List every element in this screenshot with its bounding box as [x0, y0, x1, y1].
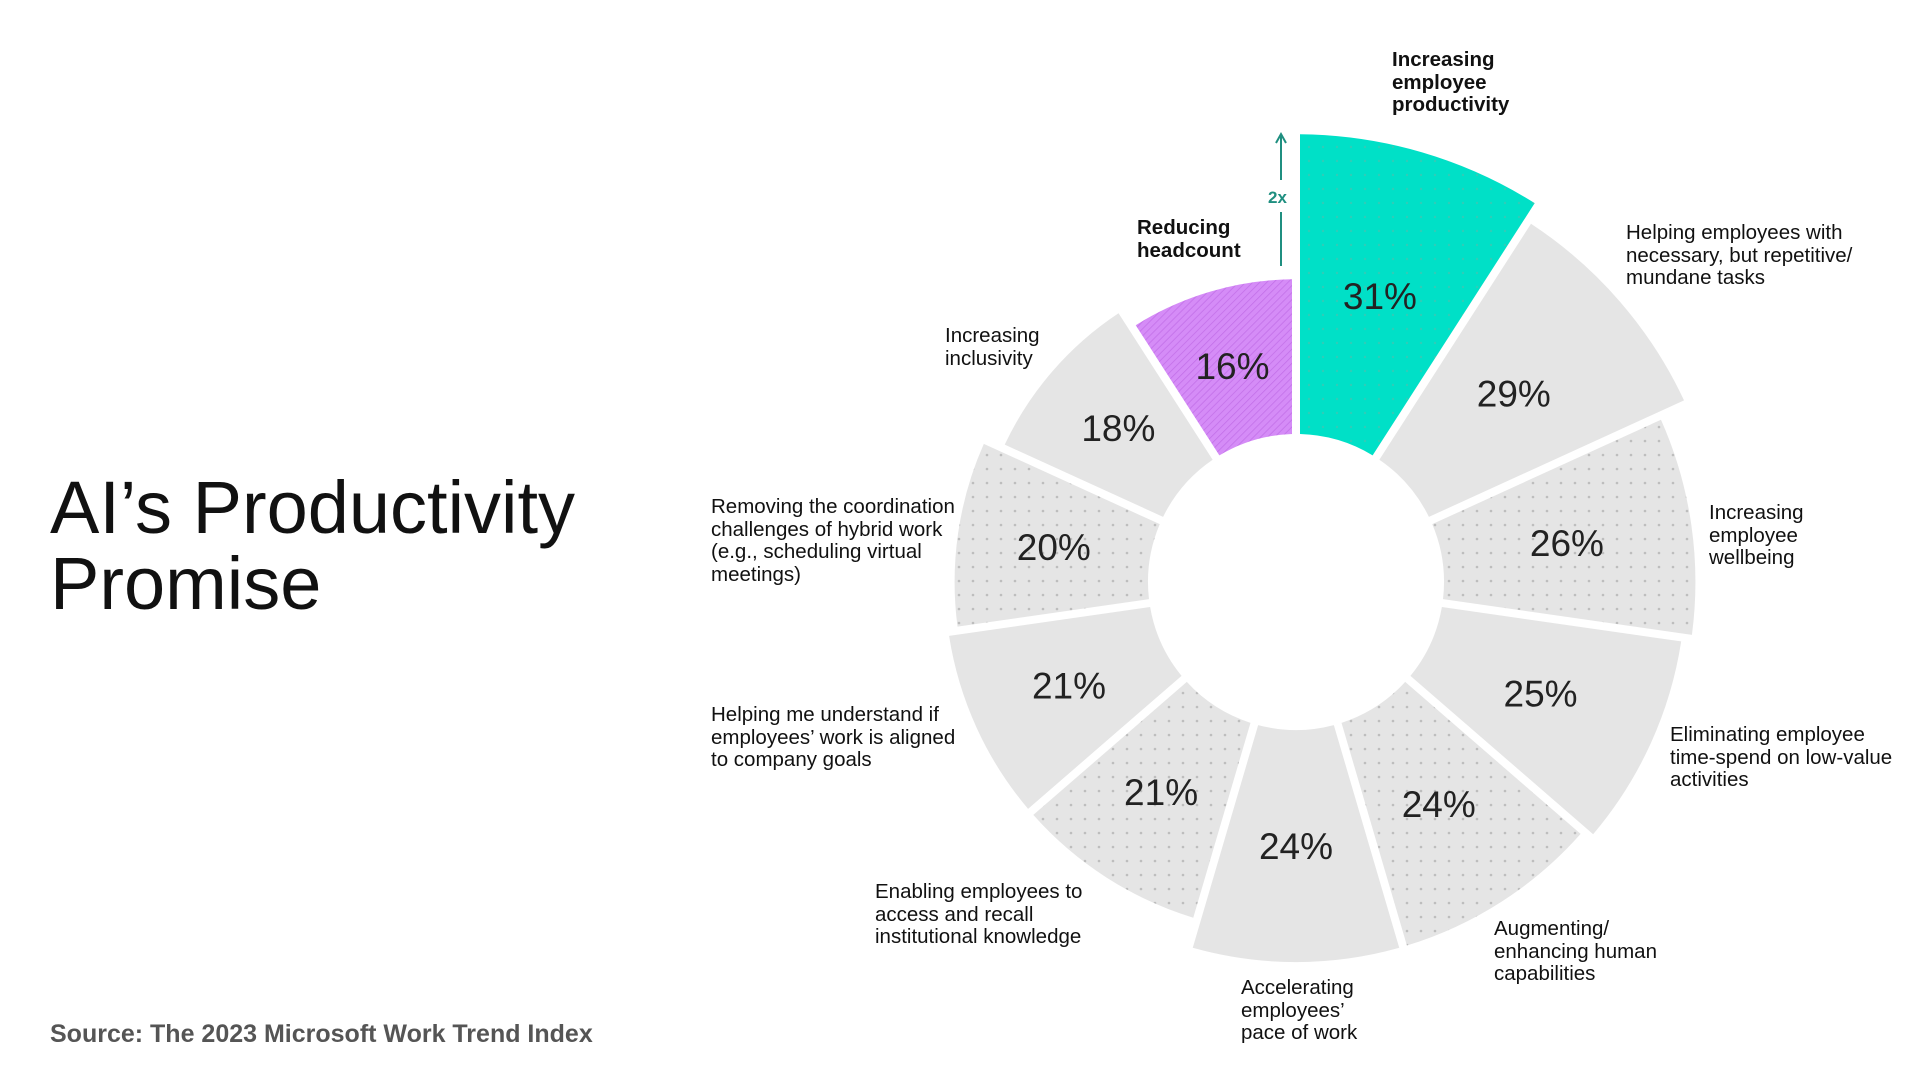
value-label: 24%: [1402, 784, 1476, 825]
value-label: 31%: [1343, 276, 1417, 317]
segment-5: [1341, 681, 1581, 946]
page-title: AI’s Productivity Promise: [50, 466, 576, 625]
label-knowledge: Enabling employees to access and recall …: [875, 880, 1083, 949]
value-label: 20%: [1017, 527, 1091, 568]
segment-10: [1004, 313, 1213, 517]
segment-8: [949, 607, 1182, 809]
label-low-value: Eliminating employee time-spend on low-v…: [1670, 723, 1893, 792]
value-label: 21%: [1124, 772, 1198, 813]
segments: [949, 134, 1696, 963]
label-augmenting: Augmenting/ enhancing human capabilities: [1494, 917, 1657, 986]
label-inclusivity: Increasing inclusivity: [945, 324, 1040, 370]
multiplier-annotation: 2x: [1268, 188, 1287, 207]
label-pace: Accelerating employees’ pace of work: [1241, 976, 1358, 1045]
value-label: 26%: [1530, 523, 1604, 564]
segment-11: [1135, 279, 1293, 456]
segment-4: [1410, 607, 1682, 835]
value-label: 29%: [1477, 373, 1551, 414]
segment-2: [1379, 223, 1685, 517]
label-repetitive: Helping employees with necessary, but re…: [1626, 221, 1853, 290]
label-aligned: Helping me understand if employees’ work…: [711, 703, 956, 772]
label-wellbeing: Increasing employee wellbeing: [1709, 501, 1804, 570]
value-label: 18%: [1081, 408, 1155, 449]
segment-3: [1432, 419, 1696, 635]
segment-6: [1192, 725, 1400, 963]
segment-9: [954, 443, 1160, 627]
segment-7: [1033, 681, 1251, 918]
value-label: 25%: [1504, 674, 1578, 715]
arrow-2x-icon: [1275, 131, 1287, 266]
value-label: 16%: [1195, 346, 1269, 387]
label-productivity: Increasing employee productivity: [1392, 48, 1510, 117]
segment-1: [1299, 134, 1535, 456]
value-labels: 31% 29% 26% 25% 24% 24% 21% 21% 20% 18% 16%: [1017, 276, 1604, 867]
source-note: Source: The 2023 Microsoft Work Trend In…: [50, 1020, 593, 1048]
value-label: 21%: [1032, 666, 1106, 707]
value-label: 24%: [1259, 826, 1333, 867]
label-headcount: Reducing headcount: [1137, 216, 1241, 262]
label-hybrid: Removing the coordination challenges of …: [711, 495, 955, 587]
